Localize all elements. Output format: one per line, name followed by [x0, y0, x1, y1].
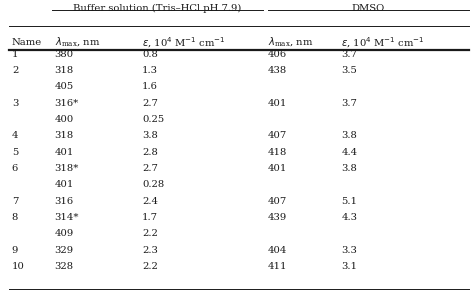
Text: 314*: 314* [55, 213, 79, 222]
Text: Buffer solution (Tris–HCl pH 7.9): Buffer solution (Tris–HCl pH 7.9) [73, 4, 242, 13]
Text: 2.2: 2.2 [142, 262, 158, 271]
Text: 3.8: 3.8 [341, 131, 357, 140]
Text: 4.4: 4.4 [341, 148, 357, 157]
Text: 5.1: 5.1 [341, 197, 357, 206]
Text: 3.8: 3.8 [341, 164, 357, 173]
Text: 316: 316 [55, 197, 73, 206]
Text: 8: 8 [12, 213, 18, 222]
Text: DMSO: DMSO [352, 4, 385, 13]
Text: 404: 404 [268, 246, 287, 255]
Text: $\lambda_{\mathregular{max}}$, nm: $\lambda_{\mathregular{max}}$, nm [55, 36, 100, 49]
Text: 328: 328 [55, 262, 73, 271]
Text: 1.7: 1.7 [142, 213, 158, 222]
Text: 418: 418 [268, 148, 287, 157]
Text: $\varepsilon$, 10$^{4}$ M$^{-1}$ cm$^{-1}$: $\varepsilon$, 10$^{4}$ M$^{-1}$ cm$^{-1… [142, 35, 226, 50]
Text: 7: 7 [12, 197, 18, 206]
Text: 1.6: 1.6 [142, 82, 158, 91]
Text: 329: 329 [55, 246, 73, 255]
Text: 2.2: 2.2 [142, 230, 158, 238]
Text: 316*: 316* [55, 99, 79, 107]
Text: 406: 406 [268, 50, 287, 58]
Text: 3.7: 3.7 [341, 99, 357, 107]
Text: 400: 400 [55, 115, 74, 124]
Text: Name: Name [12, 38, 42, 47]
Text: $\lambda_{\mathregular{max}}$, nm: $\lambda_{\mathregular{max}}$, nm [268, 36, 313, 49]
Text: 0.25: 0.25 [142, 115, 164, 124]
Text: 380: 380 [55, 50, 73, 58]
Text: 3.3: 3.3 [341, 246, 357, 255]
Text: 318: 318 [55, 66, 74, 75]
Text: 3.7: 3.7 [341, 50, 357, 58]
Text: 4: 4 [12, 131, 18, 140]
Text: 401: 401 [55, 180, 74, 189]
Text: 407: 407 [268, 131, 287, 140]
Text: 4.3: 4.3 [341, 213, 357, 222]
Text: 3.5: 3.5 [341, 66, 357, 75]
Text: 407: 407 [268, 197, 287, 206]
Text: $\varepsilon$, 10$^{4}$ M$^{-1}$ cm$^{-1}$: $\varepsilon$, 10$^{4}$ M$^{-1}$ cm$^{-1… [341, 35, 425, 50]
Text: 439: 439 [268, 213, 287, 222]
Text: 3.1: 3.1 [341, 262, 357, 271]
Text: 1: 1 [12, 50, 18, 58]
Text: 438: 438 [268, 66, 287, 75]
Text: 411: 411 [268, 262, 287, 271]
Text: 6: 6 [12, 164, 18, 173]
Text: 3: 3 [12, 99, 18, 107]
Text: 10: 10 [12, 262, 25, 271]
Text: 0.28: 0.28 [142, 180, 164, 189]
Text: 409: 409 [55, 230, 74, 238]
Text: 2.8: 2.8 [142, 148, 158, 157]
Text: 3.8: 3.8 [142, 131, 158, 140]
Text: 1.3: 1.3 [142, 66, 158, 75]
Text: 9: 9 [12, 246, 18, 255]
Text: 318*: 318* [55, 164, 79, 173]
Text: 0.8: 0.8 [142, 50, 158, 58]
Text: 401: 401 [268, 99, 287, 107]
Text: 405: 405 [55, 82, 74, 91]
Text: 318: 318 [55, 131, 74, 140]
Text: 401: 401 [55, 148, 74, 157]
Text: 2.7: 2.7 [142, 99, 158, 107]
Text: 2: 2 [12, 66, 18, 75]
Text: 2.4: 2.4 [142, 197, 158, 206]
Text: 2.7: 2.7 [142, 164, 158, 173]
Text: 401: 401 [268, 164, 287, 173]
Text: 5: 5 [12, 148, 18, 157]
Text: 2.3: 2.3 [142, 246, 158, 255]
